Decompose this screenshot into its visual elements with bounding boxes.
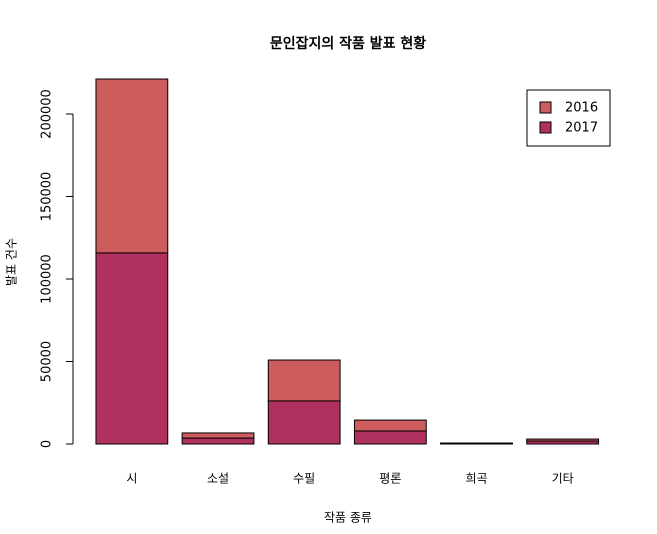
- x-axis-label: 작품 종류: [324, 511, 372, 525]
- x-tick-label: 희곡: [465, 472, 487, 486]
- x-tick-label: 기타: [552, 472, 574, 486]
- chart-title: 문인잡지의 작품 발표 현황: [270, 35, 426, 52]
- x-tick-label: 평론: [379, 472, 401, 486]
- bar-segment: [95, 252, 169, 445]
- bar-segment: [181, 437, 255, 445]
- bar-segment: [181, 432, 255, 439]
- bar-segment: [267, 359, 341, 402]
- y-tick-label: 50000: [40, 341, 55, 382]
- y-tick-label: 150000: [40, 172, 55, 222]
- y-tick-label: 100000: [40, 254, 55, 304]
- legend-swatch: [539, 121, 552, 134]
- legend-swatch: [539, 101, 552, 114]
- bar-segment: [353, 430, 427, 445]
- y-tick-label: 0: [40, 440, 55, 448]
- bar-segment: [95, 78, 169, 254]
- legend: 2016 2017: [526, 89, 611, 147]
- bar-segment: [267, 400, 341, 445]
- bar-segment: [353, 419, 427, 432]
- legend-label: 2016: [565, 101, 598, 116]
- bar-segment: [526, 438, 600, 442]
- x-tick-label: 수필: [293, 472, 315, 486]
- y-axis-label: 발표 건수: [5, 238, 19, 286]
- x-tick-label: 소설: [207, 472, 229, 486]
- legend-label: 2017: [565, 121, 598, 136]
- x-tick-label: 시: [126, 472, 137, 486]
- y-tick-label: 200000: [40, 89, 55, 139]
- legend-box: [526, 89, 611, 147]
